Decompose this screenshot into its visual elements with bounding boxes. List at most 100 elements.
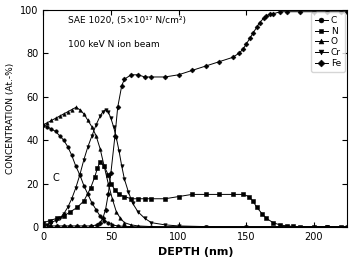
Cr — [130, 201, 134, 205]
N — [255, 206, 259, 209]
Cr — [126, 191, 131, 194]
Fe — [255, 25, 259, 28]
Cr — [70, 197, 74, 200]
Line: O: O — [42, 106, 349, 229]
Cr — [61, 213, 66, 216]
N — [251, 199, 255, 203]
Fe — [217, 60, 221, 63]
O — [98, 147, 102, 150]
N — [92, 175, 97, 179]
N — [68, 210, 72, 213]
O — [74, 106, 78, 109]
N — [129, 197, 133, 200]
Fe — [264, 14, 269, 18]
N — [271, 221, 275, 224]
Legend: C, N, O, Cr, Fe: C, N, O, Cr, Fe — [311, 12, 345, 72]
Fe — [95, 223, 100, 226]
Y-axis label: CONCENTRATION (At.-%): CONCENTRATION (At.-%) — [6, 63, 14, 174]
Fe — [257, 21, 262, 24]
C — [61, 138, 66, 141]
N — [149, 197, 154, 200]
N — [102, 165, 106, 168]
Fe — [231, 56, 235, 59]
Fe — [248, 36, 252, 39]
Fe — [103, 208, 108, 211]
N — [278, 223, 282, 226]
Cr — [53, 219, 58, 222]
N — [298, 225, 302, 228]
Fe — [109, 171, 113, 174]
O — [106, 182, 110, 185]
C — [345, 225, 349, 228]
Cr — [90, 134, 94, 137]
Fe — [278, 10, 282, 13]
Cr — [345, 225, 349, 228]
N — [143, 197, 147, 200]
C — [94, 208, 98, 211]
Fe — [61, 224, 66, 227]
O — [53, 117, 58, 120]
Cr — [112, 125, 116, 129]
C — [86, 193, 90, 196]
Fe — [55, 224, 59, 227]
O — [118, 217, 122, 220]
N — [231, 193, 235, 196]
Cr — [98, 115, 102, 118]
O — [114, 210, 119, 213]
C — [66, 145, 70, 148]
N — [109, 182, 113, 185]
C — [41, 123, 46, 127]
O — [312, 225, 316, 228]
N — [325, 225, 329, 228]
N — [217, 193, 221, 196]
C — [58, 134, 62, 137]
O — [129, 223, 133, 226]
Text: 100 keV N ion beam: 100 keV N ion beam — [68, 40, 159, 49]
Fe — [203, 64, 208, 68]
X-axis label: DEPTH (nm): DEPTH (nm) — [158, 247, 233, 257]
O — [345, 225, 349, 228]
Fe — [75, 224, 79, 227]
Fe — [68, 224, 72, 227]
Fe — [262, 17, 266, 20]
N — [41, 221, 46, 224]
Line: C: C — [42, 123, 349, 229]
Fe — [163, 75, 167, 79]
Cr — [244, 225, 248, 228]
C — [244, 225, 248, 228]
Fe — [312, 10, 316, 13]
Fe — [122, 78, 127, 81]
Fe — [251, 32, 255, 35]
Fe — [113, 134, 117, 137]
Cr — [78, 173, 82, 176]
C — [102, 219, 106, 222]
O — [70, 108, 74, 111]
Cr — [163, 223, 167, 226]
Cr — [49, 221, 54, 224]
N — [291, 225, 295, 228]
N — [113, 189, 117, 192]
O — [86, 119, 90, 122]
N — [285, 224, 289, 227]
C — [98, 215, 102, 218]
C — [129, 225, 133, 228]
N — [61, 215, 66, 218]
C — [106, 221, 110, 224]
Cr — [114, 136, 119, 139]
O — [244, 225, 248, 228]
C — [203, 225, 208, 228]
Cr — [325, 225, 329, 228]
C — [176, 225, 181, 228]
N — [106, 173, 110, 176]
O — [149, 225, 154, 228]
N — [312, 225, 316, 228]
O — [49, 119, 54, 122]
Line: N: N — [42, 160, 342, 229]
N — [339, 225, 343, 228]
N — [89, 186, 93, 189]
C — [45, 125, 49, 129]
N — [241, 193, 245, 196]
Fe — [82, 224, 86, 227]
N — [260, 213, 264, 216]
N — [117, 193, 121, 196]
